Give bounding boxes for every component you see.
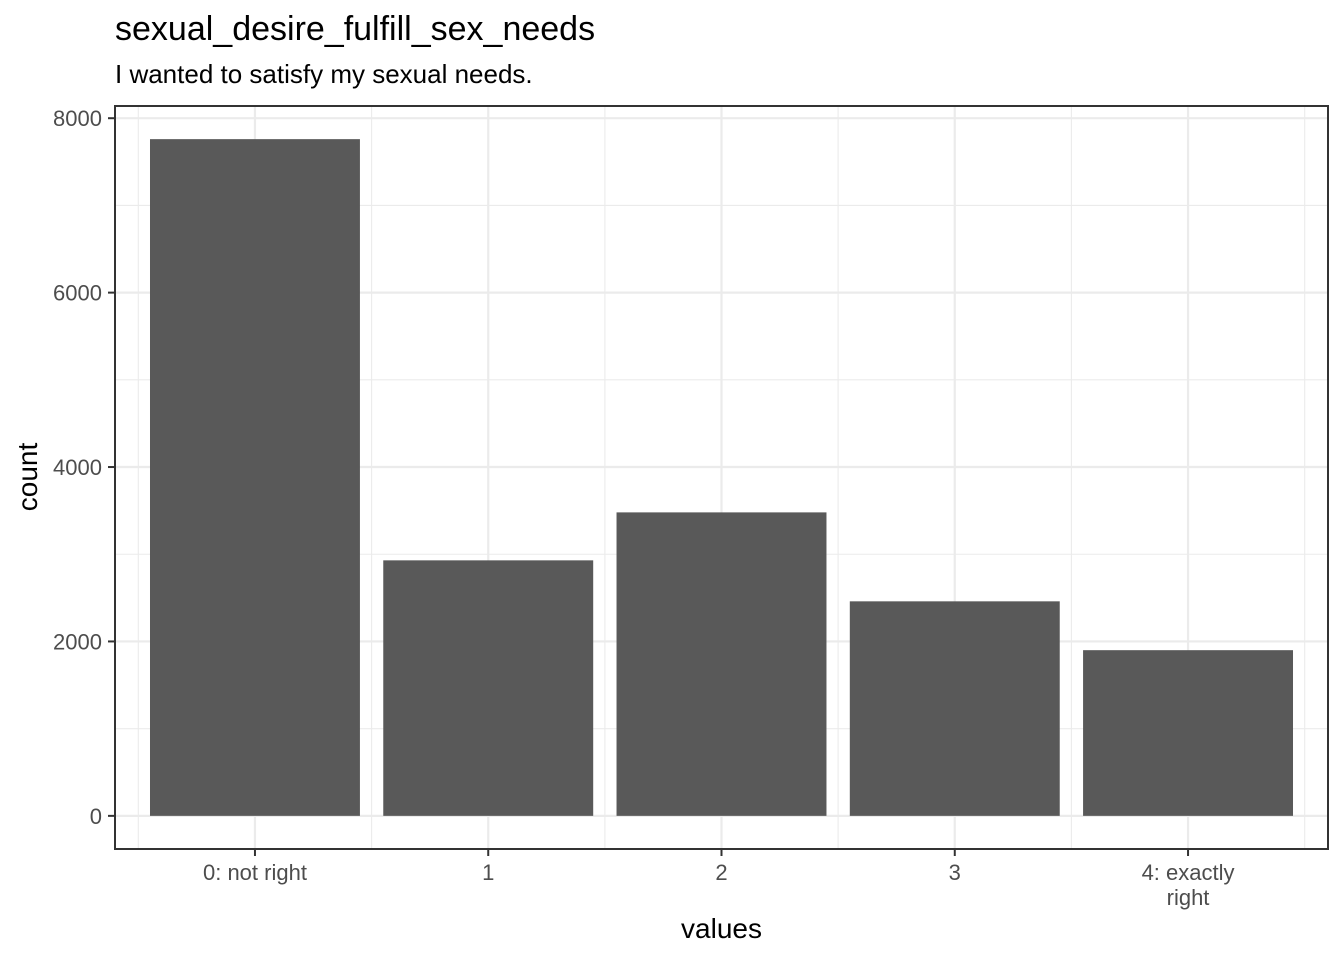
x-tick-label: 3: [949, 860, 961, 885]
y-tick-label: 6000: [53, 281, 102, 306]
bar: [849, 601, 1060, 816]
chart-subtitle: I wanted to satisfy my sexual needs.: [115, 59, 533, 89]
y-tick-label: 0: [90, 804, 102, 829]
bar: [383, 560, 594, 816]
x-tick-label: 1: [482, 860, 494, 885]
x-tick-label: 2: [715, 860, 727, 885]
y-tick-label: 4000: [53, 455, 102, 480]
y-axis: 0 2000 4000 6000 8000: [53, 106, 115, 829]
bar: [616, 512, 827, 816]
chart-title: sexual_desire_fulfill_sex_needs: [115, 10, 595, 48]
y-tick-label: 2000: [53, 629, 102, 654]
x-tick-label: 0: not right: [203, 860, 307, 885]
bars: [149, 139, 1294, 816]
x-tick-label: 4: exactly right: [1142, 860, 1235, 910]
y-axis-title: count: [12, 443, 43, 512]
bar: [149, 139, 360, 816]
x-axis-title: values: [681, 913, 762, 944]
bar: [1083, 650, 1294, 816]
y-tick-label: 8000: [53, 106, 102, 131]
x-axis: 0: not right 1 2 3 4: exactly right: [203, 849, 1235, 910]
